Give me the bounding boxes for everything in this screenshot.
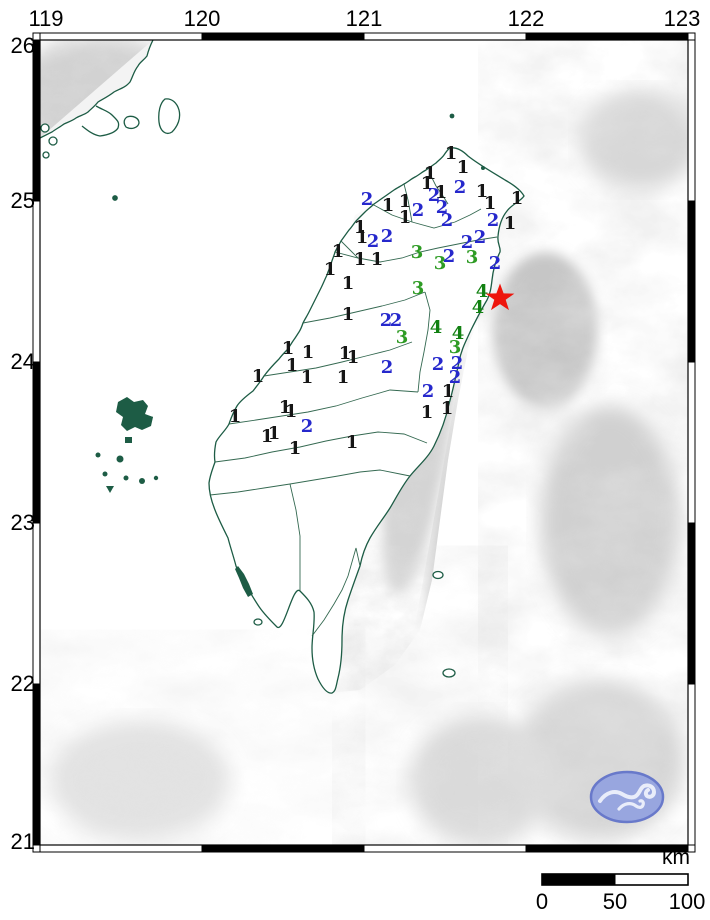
cwb-logo <box>589 770 665 824</box>
coastlines <box>40 40 525 694</box>
scale-bar <box>541 873 689 886</box>
scalebar-unit: km <box>662 846 690 869</box>
map-frame <box>32 32 696 853</box>
mainland-coast <box>40 40 154 139</box>
county-boundaries <box>209 173 498 637</box>
penghu-islands <box>95 397 159 493</box>
taiwan-coastline <box>208 147 525 694</box>
